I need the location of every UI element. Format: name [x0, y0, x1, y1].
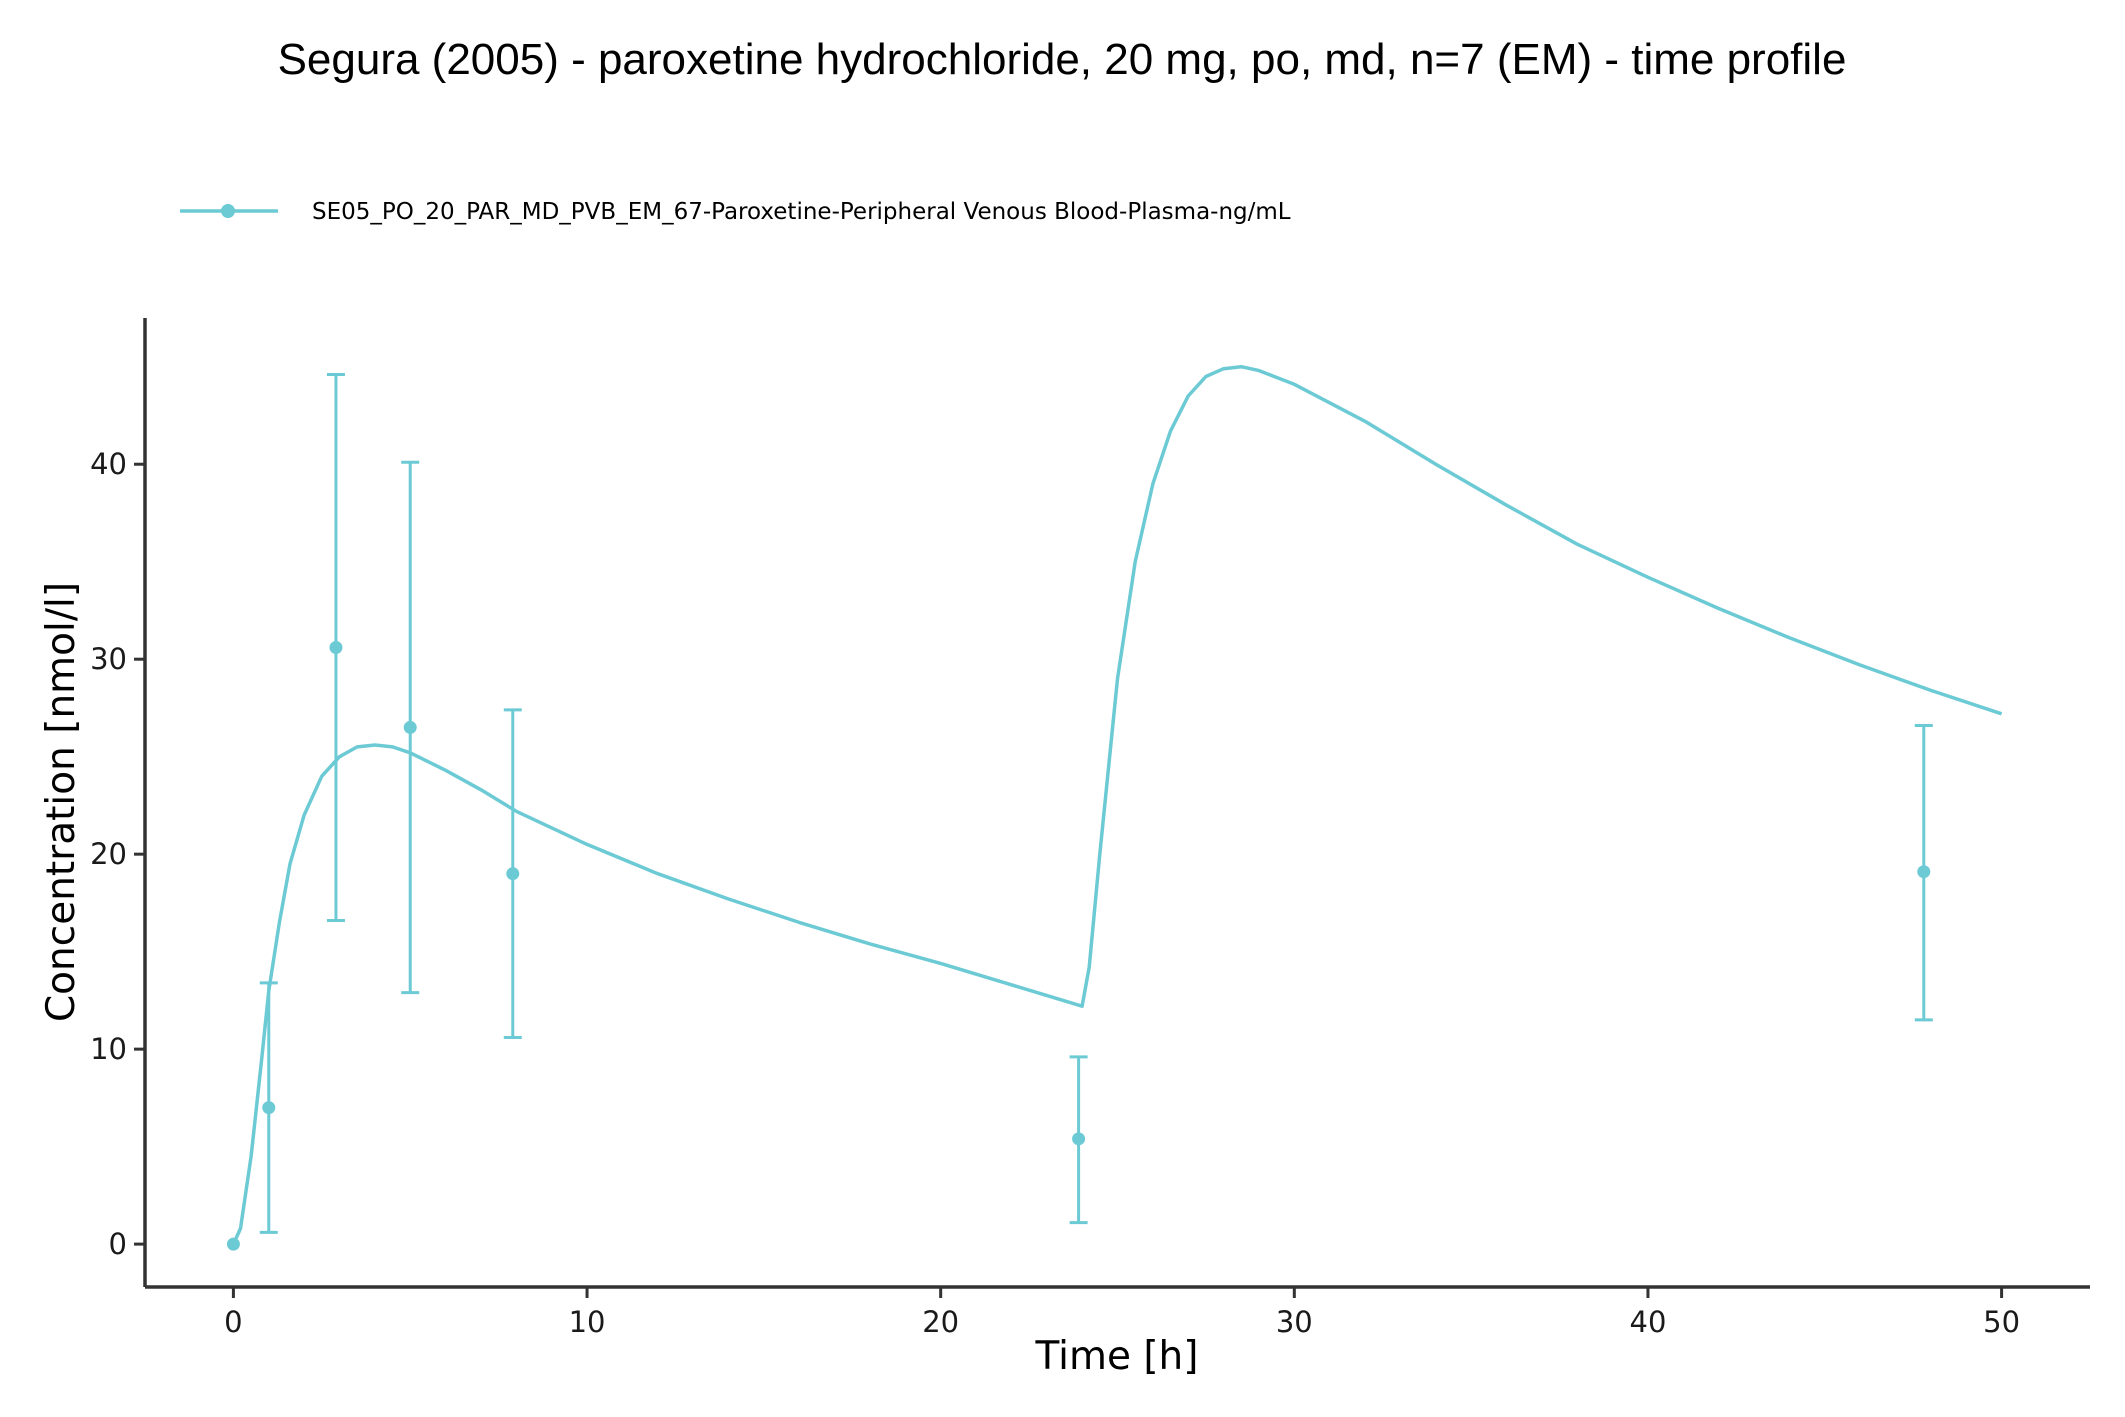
y-tick-label: 30: [90, 642, 127, 676]
legend: SE05_PO_20_PAR_MD_PVB_EM_67-Paroxetine-P…: [180, 199, 1291, 225]
observed-point: [1072, 1132, 1086, 1146]
y-tick-label: 10: [90, 1032, 127, 1066]
observed-point-group: [401, 460, 420, 995]
legend-label: SE05_PO_20_PAR_MD_PVB_EM_67-Paroxetine-P…: [312, 199, 1291, 225]
observed-point: [1917, 865, 1931, 879]
x-tick-label: 50: [1983, 1305, 2020, 1339]
observed-point-group: [1069, 1055, 1088, 1225]
y-axis-ticks: 0 10 20 30 40: [90, 447, 145, 1261]
observed-point-group: [326, 373, 345, 922]
x-tick-label: 30: [1276, 1305, 1313, 1339]
observed-point: [329, 640, 343, 654]
y-tick-label: 20: [90, 837, 127, 871]
observed-point: [226, 1237, 240, 1251]
observed-point: [506, 867, 520, 881]
legend-marker-swatch: [221, 204, 235, 218]
observed-point-group: [226, 1237, 240, 1251]
observed-point-group: [1914, 723, 1933, 1022]
x-axis-ticks: 0 10 20 30 40 50: [224, 1287, 2020, 1339]
x-tick-label: 0: [224, 1305, 242, 1339]
x-tick-label: 10: [569, 1305, 606, 1339]
simulated-curve: [231, 364, 2003, 1245]
y-tick-label: 0: [109, 1227, 127, 1261]
chart-title: Segura (2005) - paroxetine hydrochloride…: [278, 35, 1847, 84]
x-tick-label: 40: [1630, 1305, 1667, 1339]
y-tick-label: 40: [90, 447, 127, 481]
simulation-layer: [231, 364, 2003, 1245]
observed-point-group: [259, 981, 278, 1234]
observed-data-layer: [226, 373, 1933, 1251]
x-tick-label: 20: [922, 1305, 959, 1339]
observed-point: [262, 1101, 276, 1115]
plot-area: 0 10 20 30 40 50 0 10 20 30 40: [90, 318, 2090, 1339]
observed-point-group: [503, 708, 522, 1039]
x-axis-title: Time [h]: [1035, 1334, 1199, 1379]
y-axis-title: Concentration [nmol/l]: [39, 582, 84, 1022]
observed-point: [403, 720, 417, 734]
